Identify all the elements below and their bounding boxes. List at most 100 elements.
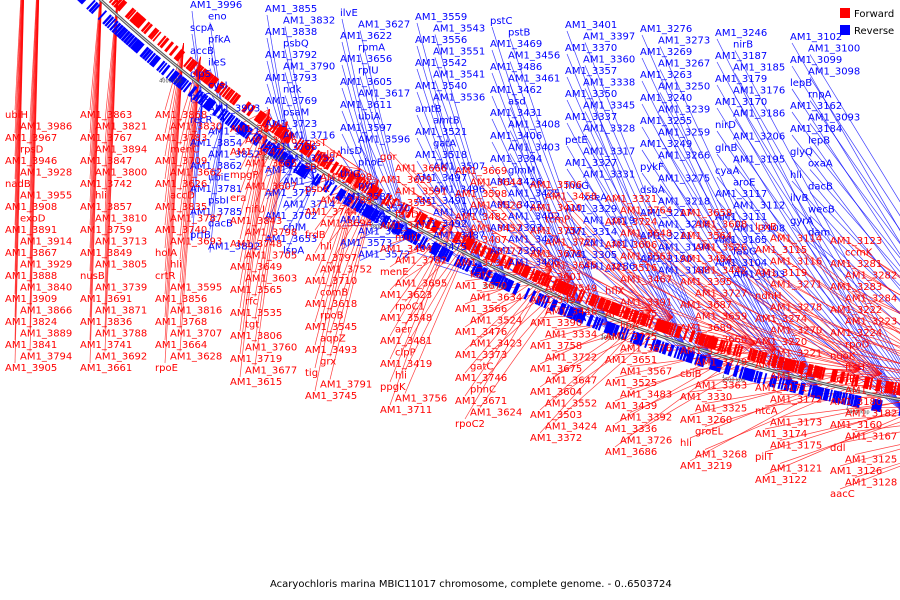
forward-feature-line — [854, 425, 900, 432]
forward-gene-label: AM1_3549 — [545, 284, 597, 295]
reverse-gene-glyph — [199, 95, 209, 106]
forward-gene-label: AM1_3746 — [455, 373, 507, 384]
forward-gene-label: hli — [170, 260, 182, 271]
reverse-gene-label: prfB — [190, 230, 211, 241]
reverse-gene-label: ileS — [208, 58, 226, 69]
forward-gene-glyph — [587, 293, 596, 306]
forward-gene-label: tgt — [245, 320, 259, 331]
tick-mark — [484, 282, 487, 286]
forward-gene-glyph — [175, 50, 186, 62]
forward-gene-glyph — [168, 45, 179, 57]
reverse-feature-line — [434, 34, 509, 288]
forward-gene-glyph — [761, 352, 768, 365]
forward-gene-label: AM1_3914 — [20, 237, 72, 248]
reverse-feature-line — [659, 115, 823, 396]
forward-gene-glyph — [384, 194, 393, 206]
forward-feature-line — [779, 256, 900, 335]
forward-gene-label: AM1_3719 — [230, 354, 282, 365]
forward-gene-label: AM1_3757 — [530, 226, 582, 237]
forward-gene-label: AM1_3806 — [230, 331, 282, 342]
reverse-gene-label: rpmA — [358, 43, 385, 54]
forward-gene-label: AM1_3483 — [620, 390, 672, 401]
forward-gene-glyph — [645, 315, 651, 328]
forward-gene-label: AM1_3665 — [245, 159, 297, 170]
forward-feature-line — [314, 168, 361, 277]
reverse-gene-glyph — [254, 135, 264, 147]
forward-gene-label: AM1_3856 — [155, 294, 207, 305]
reverse-feature-line — [734, 50, 900, 361]
forward-gene-label: AM1_3868 — [155, 110, 207, 121]
forward-feature-line — [404, 232, 474, 371]
forward-gene-glyph — [342, 169, 351, 181]
forward-gene-label: AM1_3178 — [845, 386, 897, 397]
reverse-gene-glyph — [127, 36, 138, 48]
forward-feature-line — [629, 343, 777, 350]
reverse-gene-label: phoE — [358, 158, 383, 169]
reverse-gene-glyph — [160, 64, 171, 76]
reverse-gene-glyph — [298, 164, 308, 177]
forward-gene-label: AM1_3114 — [770, 234, 822, 245]
forward-feature-line — [779, 325, 900, 364]
reverse-gene-glyph — [537, 294, 545, 306]
legend-label: Forward — [854, 9, 894, 20]
forward-feature-line — [614, 342, 756, 356]
forward-gene-label: AM1_3673 — [530, 249, 582, 260]
reverse-gene-label: AM1_3255 — [640, 116, 692, 127]
forward-gene-glyph — [844, 372, 850, 385]
forward-gene-glyph — [465, 238, 474, 251]
forward-gene-label: AM1_3439 — [605, 401, 657, 412]
reverse-gene-label: AM1_3518 — [415, 150, 467, 161]
reverse-gene-glyph — [714, 359, 722, 372]
forward-gene-glyph — [298, 141, 309, 154]
forward-strand-ring — [106, 0, 900, 396]
reverse-gene-label: AM1_3195 — [733, 155, 785, 166]
forward-gene-glyph — [838, 371, 846, 384]
forward-gene-glyph — [622, 306, 630, 320]
forward-gene-glyph — [368, 185, 378, 198]
forward-gene-glyph — [551, 278, 559, 291]
reverse-gene-glyph — [819, 387, 825, 400]
forward-gene-label: AM1_3552 — [545, 399, 597, 410]
reverse-gene-label: cyaA — [715, 166, 740, 177]
forward-gene-label: AM1_3224 — [830, 328, 882, 339]
reverse-gene-label: xseA — [583, 193, 607, 204]
forward-gene-glyph — [256, 111, 266, 124]
reverse-feature-line — [641, 34, 797, 390]
reverse-gene-glyph — [382, 216, 391, 228]
forward-gene-glyph — [473, 242, 483, 255]
forward-gene-label: AM1_3664 — [155, 340, 207, 351]
forward-gene-glyph — [117, 1, 128, 12]
forward-gene-label: psbK — [305, 184, 330, 195]
reverse-gene-glyph — [363, 205, 373, 218]
reverse-gene-glyph — [500, 277, 509, 290]
reverse-gene-label: psbI — [208, 196, 229, 207]
reverse-gene-glyph — [90, 3, 101, 15]
forward-gene-label: AM1_3805 — [95, 260, 147, 271]
forward-feature-line — [704, 265, 883, 375]
reverse-gene-glyph — [777, 377, 783, 390]
forward-gene-glyph — [438, 224, 447, 236]
forward-gene-label: AM1_3607 — [245, 182, 297, 193]
forward-gene-glyph — [419, 213, 428, 227]
forward-gene-label: AM1_3644 — [470, 178, 522, 189]
reverse-gene-glyph — [313, 174, 323, 187]
forward-feature-line — [614, 342, 756, 402]
forward-gene-glyph — [559, 281, 568, 295]
reverse-gene-glyph — [353, 199, 363, 212]
forward-feature-line — [539, 179, 653, 311]
forward-gene-label: AM1_3797 — [305, 253, 357, 264]
forward-feature-line — [29, 0, 39, 214]
forward-gene-glyph — [723, 341, 729, 354]
forward-gene-glyph — [358, 178, 367, 191]
reverse-gene-label: AM1_3408 — [508, 120, 560, 131]
forward-gene-label: AM1_3777 — [470, 247, 522, 258]
forward-gene-glyph — [345, 170, 355, 184]
forward-feature-line — [464, 269, 552, 351]
reverse-gene-glyph — [783, 378, 790, 391]
forward-feature-line — [89, 0, 102, 364]
forward-gene-glyph — [136, 17, 147, 29]
reverse-gene-glyph — [571, 308, 580, 321]
reverse-feature-line — [791, 111, 900, 267]
reverse-gene-glyph — [877, 399, 883, 413]
forward-gene-glyph — [809, 364, 814, 377]
